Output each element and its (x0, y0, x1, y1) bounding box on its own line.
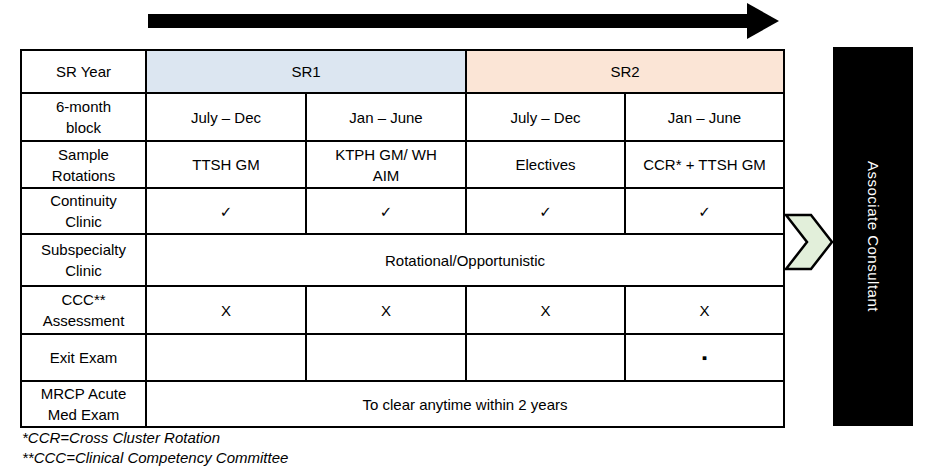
cell-sr2-h1-rotation: Electives (466, 141, 625, 188)
footnote-ccr: *CCR=Cross Cluster Rotation (22, 428, 288, 448)
slide-canvas: SR Year SR1 SR2 6-month block July – Dec… (0, 0, 930, 476)
cell-subspecialty-merged: Rotational/Opportunistic (146, 234, 784, 286)
row-continuity-clinic: Continuity Clinic ✓ ✓ ✓ ✓ (21, 188, 784, 234)
cell-continuity-check-4: ✓ (625, 188, 784, 234)
row-exit-exam: Exit Exam ▪ (21, 334, 784, 381)
row-6-month-block: 6-month block July – Dec Jan – June July… (21, 93, 784, 141)
cell-sr2-h2-rotation: CCR* + TTSH GM (625, 141, 784, 188)
cell-sr1-header: SR1 (146, 50, 466, 93)
cell-sr2-h2-block: Jan – June (625, 93, 784, 141)
cell-sr1-h1-block: July – Dec (146, 93, 306, 141)
row-label-sample-rotations: Sample Rotations (21, 141, 146, 188)
row-label-ccc-assessment: CCC** Assessment (21, 286, 146, 334)
footnotes: *CCR=Cross Cluster Rotation **CCC=Clinic… (22, 428, 288, 468)
cell-sr2-header: SR2 (466, 50, 784, 93)
outcome-box-label: Associate Consultant (865, 161, 882, 312)
cell-exit-exam-2 (306, 334, 466, 381)
cell-continuity-check-3: ✓ (466, 188, 625, 234)
chevron-shape (786, 215, 832, 269)
row-label-continuity-clinic: Continuity Clinic (21, 188, 146, 234)
row-label-subspecialty-clinic: Subspecialty Clinic (21, 234, 146, 286)
footnote-ccc: **CCC=Clinical Competency Committee (22, 448, 288, 468)
row-mrcp-exam: MRCP Acute Med Exam To clear anytime wit… (21, 381, 784, 427)
cell-mrcp-merged: To clear anytime within 2 years (146, 381, 784, 427)
cell-ccc-x-1: X (146, 286, 306, 334)
cell-exit-exam-4-marker: ▪ (625, 334, 784, 381)
arrow-shaft (148, 14, 748, 28)
cell-continuity-check-1: ✓ (146, 188, 306, 234)
timeline-right-arrow-icon (146, 1, 782, 43)
cell-continuity-check-2: ✓ (306, 188, 466, 234)
cell-exit-exam-1 (146, 334, 306, 381)
cell-sr1-h1-rotation: TTSH GM (146, 141, 306, 188)
row-subspecialty-clinic: Subspecialty Clinic Rotational/Opportuni… (21, 234, 784, 286)
row-label-mrcp-exam: MRCP Acute Med Exam (21, 381, 146, 427)
cell-sr1-h2-rotation: KTPH GM/ WH AIM (306, 141, 466, 188)
cell-sr2-h1-block: July – Dec (466, 93, 625, 141)
cell-ccc-x-4: X (625, 286, 784, 334)
row-label-sr-year: SR Year (21, 50, 146, 93)
training-pathway-table: SR Year SR1 SR2 6-month block July – Dec… (20, 49, 785, 428)
cell-ccc-x-2: X (306, 286, 466, 334)
cell-sr1-h2-block: Jan – June (306, 93, 466, 141)
outcome-box: Associate Consultant (833, 47, 913, 426)
chevron-right-icon (783, 211, 835, 272)
row-label-6-month-block: 6-month block (21, 93, 146, 141)
cell-ccc-x-3: X (466, 286, 625, 334)
row-ccc-assessment: CCC** Assessment X X X X (21, 286, 784, 334)
row-label-exit-exam: Exit Exam (21, 334, 146, 381)
row-sr-year: SR Year SR1 SR2 (21, 50, 784, 93)
arrow-head (747, 3, 779, 39)
cell-exit-exam-3 (466, 334, 625, 381)
row-sample-rotations: Sample Rotations TTSH GM KTPH GM/ WH AIM… (21, 141, 784, 188)
